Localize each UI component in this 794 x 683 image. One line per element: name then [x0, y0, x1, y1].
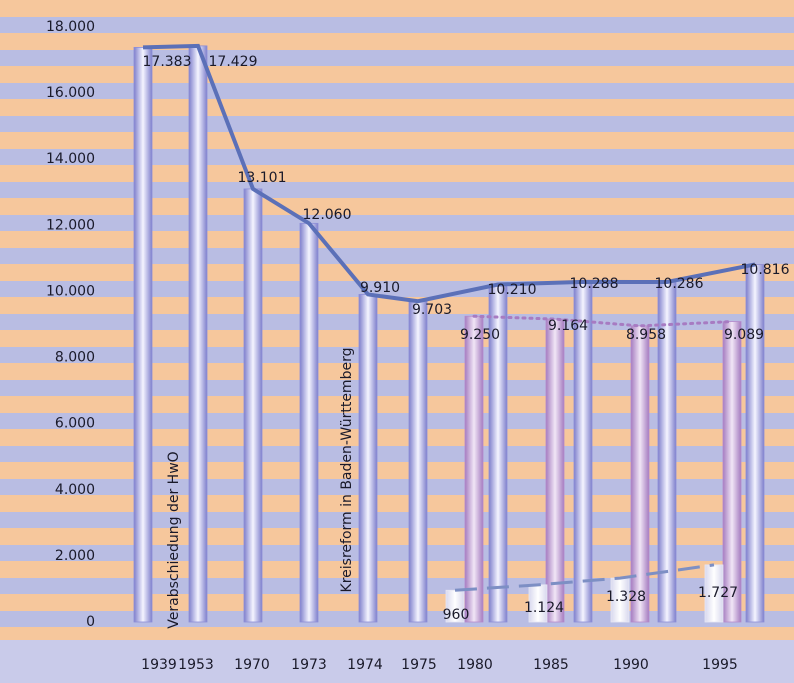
x-tick-label: 1975: [401, 657, 437, 673]
value-label: 1.124: [524, 600, 564, 616]
page: 0 2.000 4.000 6.000 8.000 10.000 12.000 14.000 1…: [0, 0, 794, 683]
bar: [746, 264, 764, 622]
value-label: 8.958: [626, 327, 666, 343]
value-label: 9.703: [412, 302, 452, 318]
x-tick-label: 1939: [141, 657, 177, 673]
x-tick-label: 1973: [291, 657, 327, 673]
y-tick-label: 18.000: [46, 19, 95, 35]
footer-band: [0, 640, 794, 683]
value-label: 17.383: [143, 54, 192, 70]
value-label: 1.328: [606, 589, 646, 605]
bar: [300, 223, 318, 622]
value-label: 10.288: [570, 276, 619, 292]
y-tick-label: 12.000: [46, 217, 95, 233]
value-label: 9.089: [724, 327, 764, 343]
x-tick-label: 1974: [347, 657, 383, 673]
bar: [723, 322, 741, 622]
bar: [189, 46, 207, 622]
bar: [546, 319, 564, 622]
trend-line: [474, 316, 732, 326]
value-label: 17.429: [209, 54, 258, 70]
value-label: 1.727: [698, 585, 738, 601]
bar: [134, 47, 152, 622]
y-tick-label: 16.000: [46, 85, 95, 101]
x-tick-label: 1970: [234, 657, 270, 673]
value-label: 12.060: [303, 207, 352, 223]
x-tick-label: 1980: [457, 657, 493, 673]
x-tick-label: 1995: [702, 657, 738, 673]
value-label: 9.910: [360, 280, 400, 296]
bar: [409, 301, 427, 622]
value-label: 9.250: [460, 327, 500, 343]
y-tick-label: 10.000: [46, 283, 95, 299]
bar: [465, 316, 483, 622]
value-label: 10.816: [741, 262, 790, 278]
value-label: 9.164: [548, 318, 588, 334]
x-tick-label: 1990: [613, 657, 649, 673]
value-label: 960: [443, 607, 470, 623]
value-label: 10.210: [488, 282, 537, 298]
annotation: Verabschiedung der HwO: [166, 451, 182, 628]
x-tick-label: 1953: [178, 657, 214, 673]
bar: [244, 189, 262, 622]
annotation: Kreisreform in Baden-Württemberg: [339, 348, 355, 593]
y-tick-label: 0: [86, 614, 95, 630]
x-tick-label: 1985: [533, 657, 569, 673]
value-label: 10.286: [655, 276, 704, 292]
y-tick-label: 6.000: [55, 416, 95, 432]
y-tick-label: 8.000: [55, 350, 95, 366]
bar: [359, 294, 377, 622]
trend-line: [143, 46, 755, 301]
value-label: 13.101: [238, 170, 287, 186]
y-tick-label: 14.000: [46, 151, 95, 167]
chart: 0 2.000 4.000 6.000 8.000 10.000 12.000 14.000 1…: [0, 0, 794, 683]
y-tick-label: 4.000: [55, 482, 95, 498]
y-tick-label: 2.000: [55, 548, 95, 564]
